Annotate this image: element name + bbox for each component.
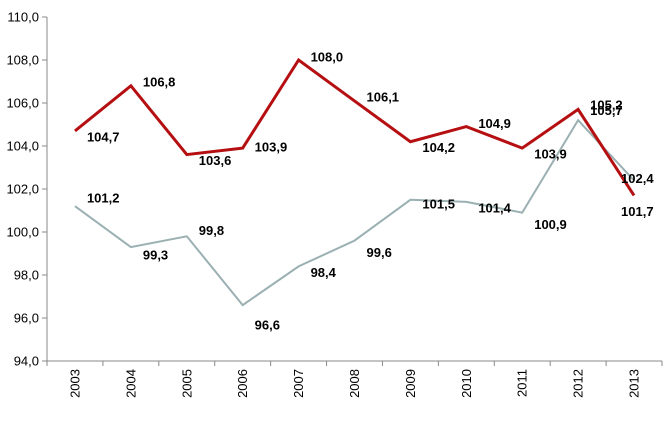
y-tick-label: 106,0 <box>6 96 39 111</box>
data-label-gray: 101,4 <box>478 200 511 215</box>
data-label-gray: 101,5 <box>422 196 455 211</box>
data-label-gray: 102,4 <box>621 171 654 186</box>
y-tick-label: 100,0 <box>6 225 39 240</box>
data-label-red: 104,7 <box>87 129 120 144</box>
y-tick-label: 96,0 <box>14 311 39 326</box>
x-tick-label: 2006 <box>235 369 250 398</box>
x-tick-label: 2011 <box>515 369 530 397</box>
data-label-red: 104,9 <box>478 116 511 131</box>
data-label-red: 103,9 <box>534 147 567 162</box>
data-label-gray: 96,6 <box>255 318 280 333</box>
y-tick-label: 98,0 <box>14 268 39 283</box>
data-label-red: 108,0 <box>311 50 344 65</box>
series-lines <box>74 57 636 307</box>
y-axis-ticks: 94,0 96,0 98,0 100,0 102,0 104,0 106,0 108,0 110… <box>6 10 47 369</box>
data-label-gray: 98,4 <box>311 265 337 280</box>
data-label-red: 106,8 <box>143 74 176 89</box>
data-label-red: 101,7 <box>621 204 654 219</box>
data-label-gray: 105,2 <box>590 98 623 113</box>
x-tick-label: 2007 <box>291 369 306 398</box>
data-label-gray: 99,8 <box>199 223 224 238</box>
data-label-gray: 99,6 <box>367 245 392 260</box>
data-label-gray: 99,3 <box>143 248 168 263</box>
x-tick-label: 2005 <box>179 369 194 398</box>
y-tick-label: 102,0 <box>6 182 39 197</box>
data-label-red: 103,6 <box>199 153 232 168</box>
x-tick-label: 2013 <box>627 369 642 398</box>
data-label-red: 105,7 <box>590 103 623 118</box>
data-labels: 104,7 106,8 103,6 103,9 108,0 106,1 104,2 104,9… <box>87 50 654 333</box>
data-label-red: 104,2 <box>422 140 455 155</box>
y-tick-label: 94,0 <box>14 354 39 369</box>
x-tick-label: 2012 <box>571 369 586 398</box>
y-tick-label: 110,0 <box>7 10 39 25</box>
data-label-gray: 100,9 <box>534 217 567 232</box>
x-tick-label: 2008 <box>347 369 362 398</box>
series-line-red <box>74 57 636 197</box>
y-tick-label: 108,0 <box>6 53 39 68</box>
x-tick-label: 2004 <box>123 369 138 398</box>
x-tick-label: 2009 <box>403 369 418 398</box>
data-label-gray: 101,2 <box>87 191 120 206</box>
x-axis-ticks: 2003 2004 2005 2006 2007 2008 2009 2010 2011 2012… <box>46 361 663 398</box>
x-tick-label: 2010 <box>459 369 474 398</box>
x-tick-label: 2003 <box>67 369 82 398</box>
y-tick-label: 104,0 <box>6 139 39 154</box>
data-label-red: 106,1 <box>367 89 400 104</box>
data-label-red: 103,9 <box>255 140 288 155</box>
